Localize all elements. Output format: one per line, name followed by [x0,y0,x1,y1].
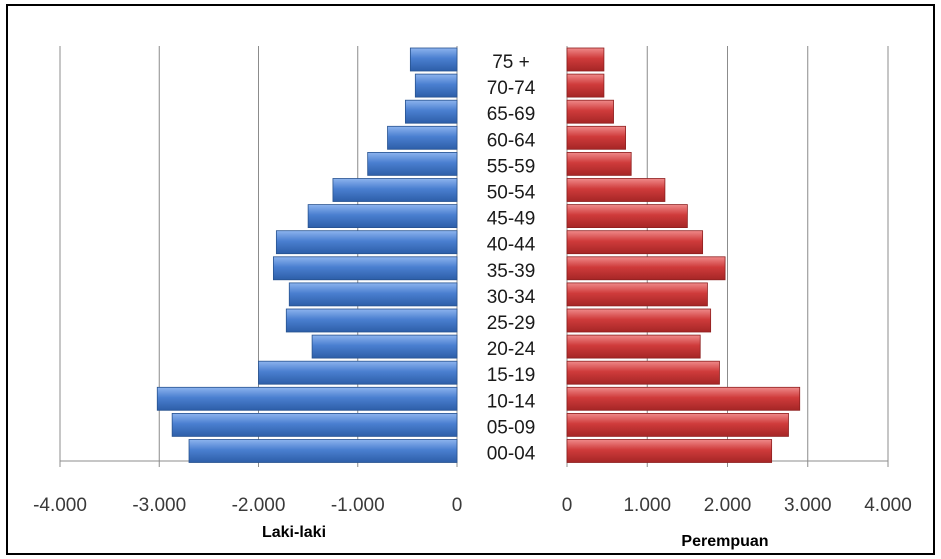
female-bar [566,125,626,150]
male-bar [404,99,458,124]
male-tick-label: -2.000 [232,495,286,516]
female-bar [566,386,801,411]
female-tick-label: 3.000 [784,495,832,516]
male-bar [409,47,458,72]
chart-frame [6,4,935,555]
male-bar [307,204,458,229]
male-bar [188,439,458,463]
female-bar [566,73,605,98]
female-bar [566,178,666,202]
male-tick-label: -4.000 [33,495,87,516]
male-tick-label: 0 [452,495,463,516]
male-bar [414,73,458,98]
male-bar [311,334,458,359]
right-axis-title: Perempuan [681,533,768,550]
female-bar [566,334,701,359]
age-group-label: 45-49 [487,209,536,230]
male-tick-label: -3.000 [132,495,186,516]
female-bar [566,412,789,437]
male-bar [258,360,458,385]
age-group-label: 75 + [492,52,530,73]
age-group-label: 35-39 [487,261,536,282]
female-bar [566,99,614,124]
female-bar [566,47,605,72]
female-bar [566,151,632,176]
age-group-label: 40-44 [487,235,536,256]
age-group-label: 55-59 [487,156,536,177]
age-group-label: 25-29 [487,313,536,334]
age-group-label: 15-19 [487,365,536,386]
female-tick-label: 1.000 [623,495,671,516]
male-bar [275,230,458,255]
male-bar [171,412,458,437]
labels: -4.000 -3.000 -2.000 -1.000 0 0 1.000 2.000 3.00… [33,52,912,516]
age-group-label: 20-24 [487,339,536,360]
male-bar [272,256,458,281]
male-bar [156,386,458,411]
age-group-label: 00-04 [487,444,536,465]
age-group-label: 60-64 [487,130,536,151]
female-tick-label: 4.000 [864,495,912,516]
male-bar [288,282,458,307]
age-group-label: 05-09 [487,417,536,438]
age-group-label: 65-69 [487,104,536,125]
age-group-label: 50-54 [487,183,536,204]
age-group-label: 70-74 [487,78,536,99]
female-tick-label: 2.000 [704,495,752,516]
female-bar [566,230,704,255]
left-axis-title: Laki-laki [262,524,326,541]
male-bar [367,151,458,176]
female-bar [566,256,726,281]
age-group-label: 10-14 [487,391,536,412]
male-bar [387,125,458,150]
female-tick-label: 0 [562,495,573,516]
female-bar [566,439,773,463]
female-bar [566,204,688,229]
female-bar [566,360,720,385]
bars [156,47,801,463]
female-bar [566,308,712,333]
male-bar [285,308,458,333]
male-bar [332,178,458,202]
male-tick-label: -1.000 [331,495,385,516]
age-group-label: 30-34 [487,287,536,308]
female-bar [566,282,708,307]
